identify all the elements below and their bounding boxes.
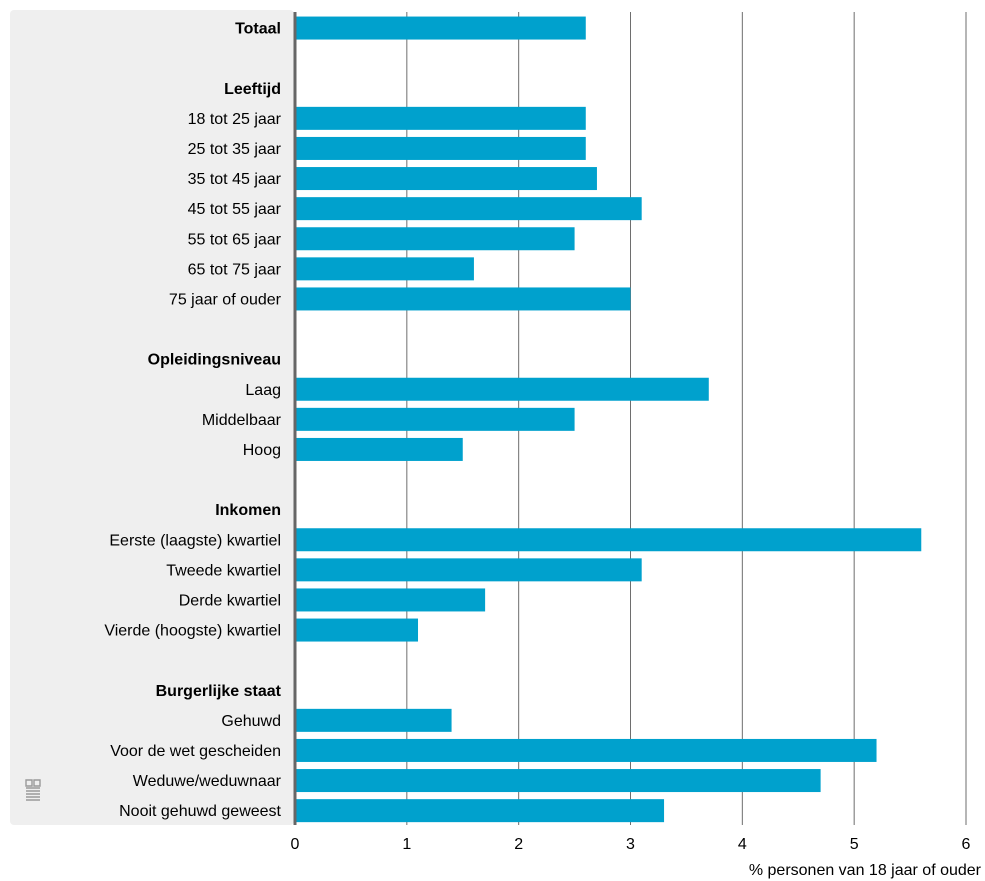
bar bbox=[296, 167, 597, 191]
bar bbox=[296, 287, 631, 311]
category-label: Voor de wet gescheiden bbox=[110, 743, 281, 760]
category-label: Burgerlijke staat bbox=[156, 683, 282, 700]
x-tick-labels: 0 1 2 3 4 5 6 bbox=[291, 836, 971, 853]
bar bbox=[296, 136, 586, 160]
category-label: Gehuwd bbox=[221, 713, 281, 730]
bar bbox=[296, 769, 821, 793]
category-label: 35 tot 45 jaar bbox=[188, 171, 282, 188]
category-label: Derde kwartiel bbox=[179, 592, 281, 609]
bar bbox=[296, 708, 452, 732]
category-label: 18 tot 25 jaar bbox=[188, 111, 282, 128]
bar bbox=[296, 528, 922, 552]
category-label: 55 tot 65 jaar bbox=[188, 231, 282, 248]
bar bbox=[296, 437, 463, 461]
bar bbox=[296, 227, 575, 251]
bar bbox=[296, 407, 575, 431]
bar bbox=[296, 588, 486, 612]
bar bbox=[296, 799, 665, 823]
category-label: Middelbaar bbox=[202, 412, 282, 429]
bars bbox=[296, 16, 922, 823]
bar bbox=[296, 257, 474, 281]
category-label: Vierde (hoogste) kwartiel bbox=[104, 623, 281, 640]
x-tick-label: 6 bbox=[962, 836, 971, 853]
x-tick-label: 4 bbox=[738, 836, 747, 853]
category-label: Tweede kwartiel bbox=[166, 562, 281, 579]
category-label: Hoog bbox=[243, 442, 281, 459]
category-label: Inkomen bbox=[215, 502, 281, 519]
bar bbox=[296, 16, 586, 40]
bar bbox=[296, 738, 877, 762]
x-tick-label: 1 bbox=[402, 836, 411, 853]
category-labels: Totaal Leeftijd 18 tot 25 jaar 25 tot 35 ja… bbox=[104, 21, 281, 821]
x-axis-title: % personen van 18 jaar of ouder bbox=[749, 862, 982, 879]
category-label: Weduwe/weduwnaar bbox=[133, 773, 282, 790]
bar bbox=[296, 106, 586, 130]
category-label: 65 tot 75 jaar bbox=[188, 261, 282, 278]
category-label: 75 jaar of ouder bbox=[169, 291, 282, 308]
x-tick-label: 5 bbox=[850, 836, 859, 853]
x-tick-label: 0 bbox=[291, 836, 300, 853]
x-tick-label: 3 bbox=[626, 836, 635, 853]
cbs-logo-icon bbox=[25, 779, 41, 801]
category-label: 45 tot 55 jaar bbox=[188, 201, 282, 218]
bar bbox=[296, 558, 642, 582]
category-label: Eerste (laagste) kwartiel bbox=[109, 532, 281, 549]
category-label: Totaal bbox=[235, 21, 281, 38]
bar bbox=[296, 197, 642, 221]
bar bbox=[296, 618, 419, 642]
category-label: 25 tot 35 jaar bbox=[188, 141, 282, 158]
bar bbox=[296, 377, 709, 401]
category-label: Laag bbox=[245, 382, 281, 399]
category-label: Leeftijd bbox=[224, 81, 281, 98]
x-tick-label: 2 bbox=[514, 836, 523, 853]
category-label: Opleidingsniveau bbox=[148, 352, 281, 369]
category-label: Nooit gehuwd geweest bbox=[119, 803, 281, 820]
label-panel bbox=[10, 10, 294, 825]
